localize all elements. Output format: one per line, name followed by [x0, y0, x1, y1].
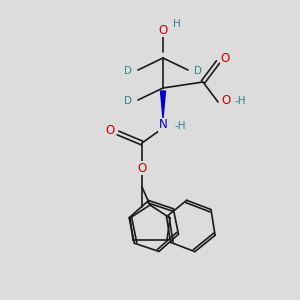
Polygon shape	[160, 91, 166, 118]
Text: O: O	[105, 124, 115, 136]
Text: O: O	[137, 161, 147, 175]
Text: D: D	[194, 66, 202, 76]
Text: -H: -H	[234, 96, 246, 106]
Text: H: H	[173, 19, 181, 29]
Text: O: O	[221, 94, 231, 107]
Text: O: O	[220, 52, 230, 64]
Text: D: D	[124, 66, 132, 76]
Text: N: N	[159, 118, 167, 131]
Text: D: D	[124, 96, 132, 106]
Text: -H: -H	[174, 121, 186, 131]
Text: O: O	[158, 23, 168, 37]
